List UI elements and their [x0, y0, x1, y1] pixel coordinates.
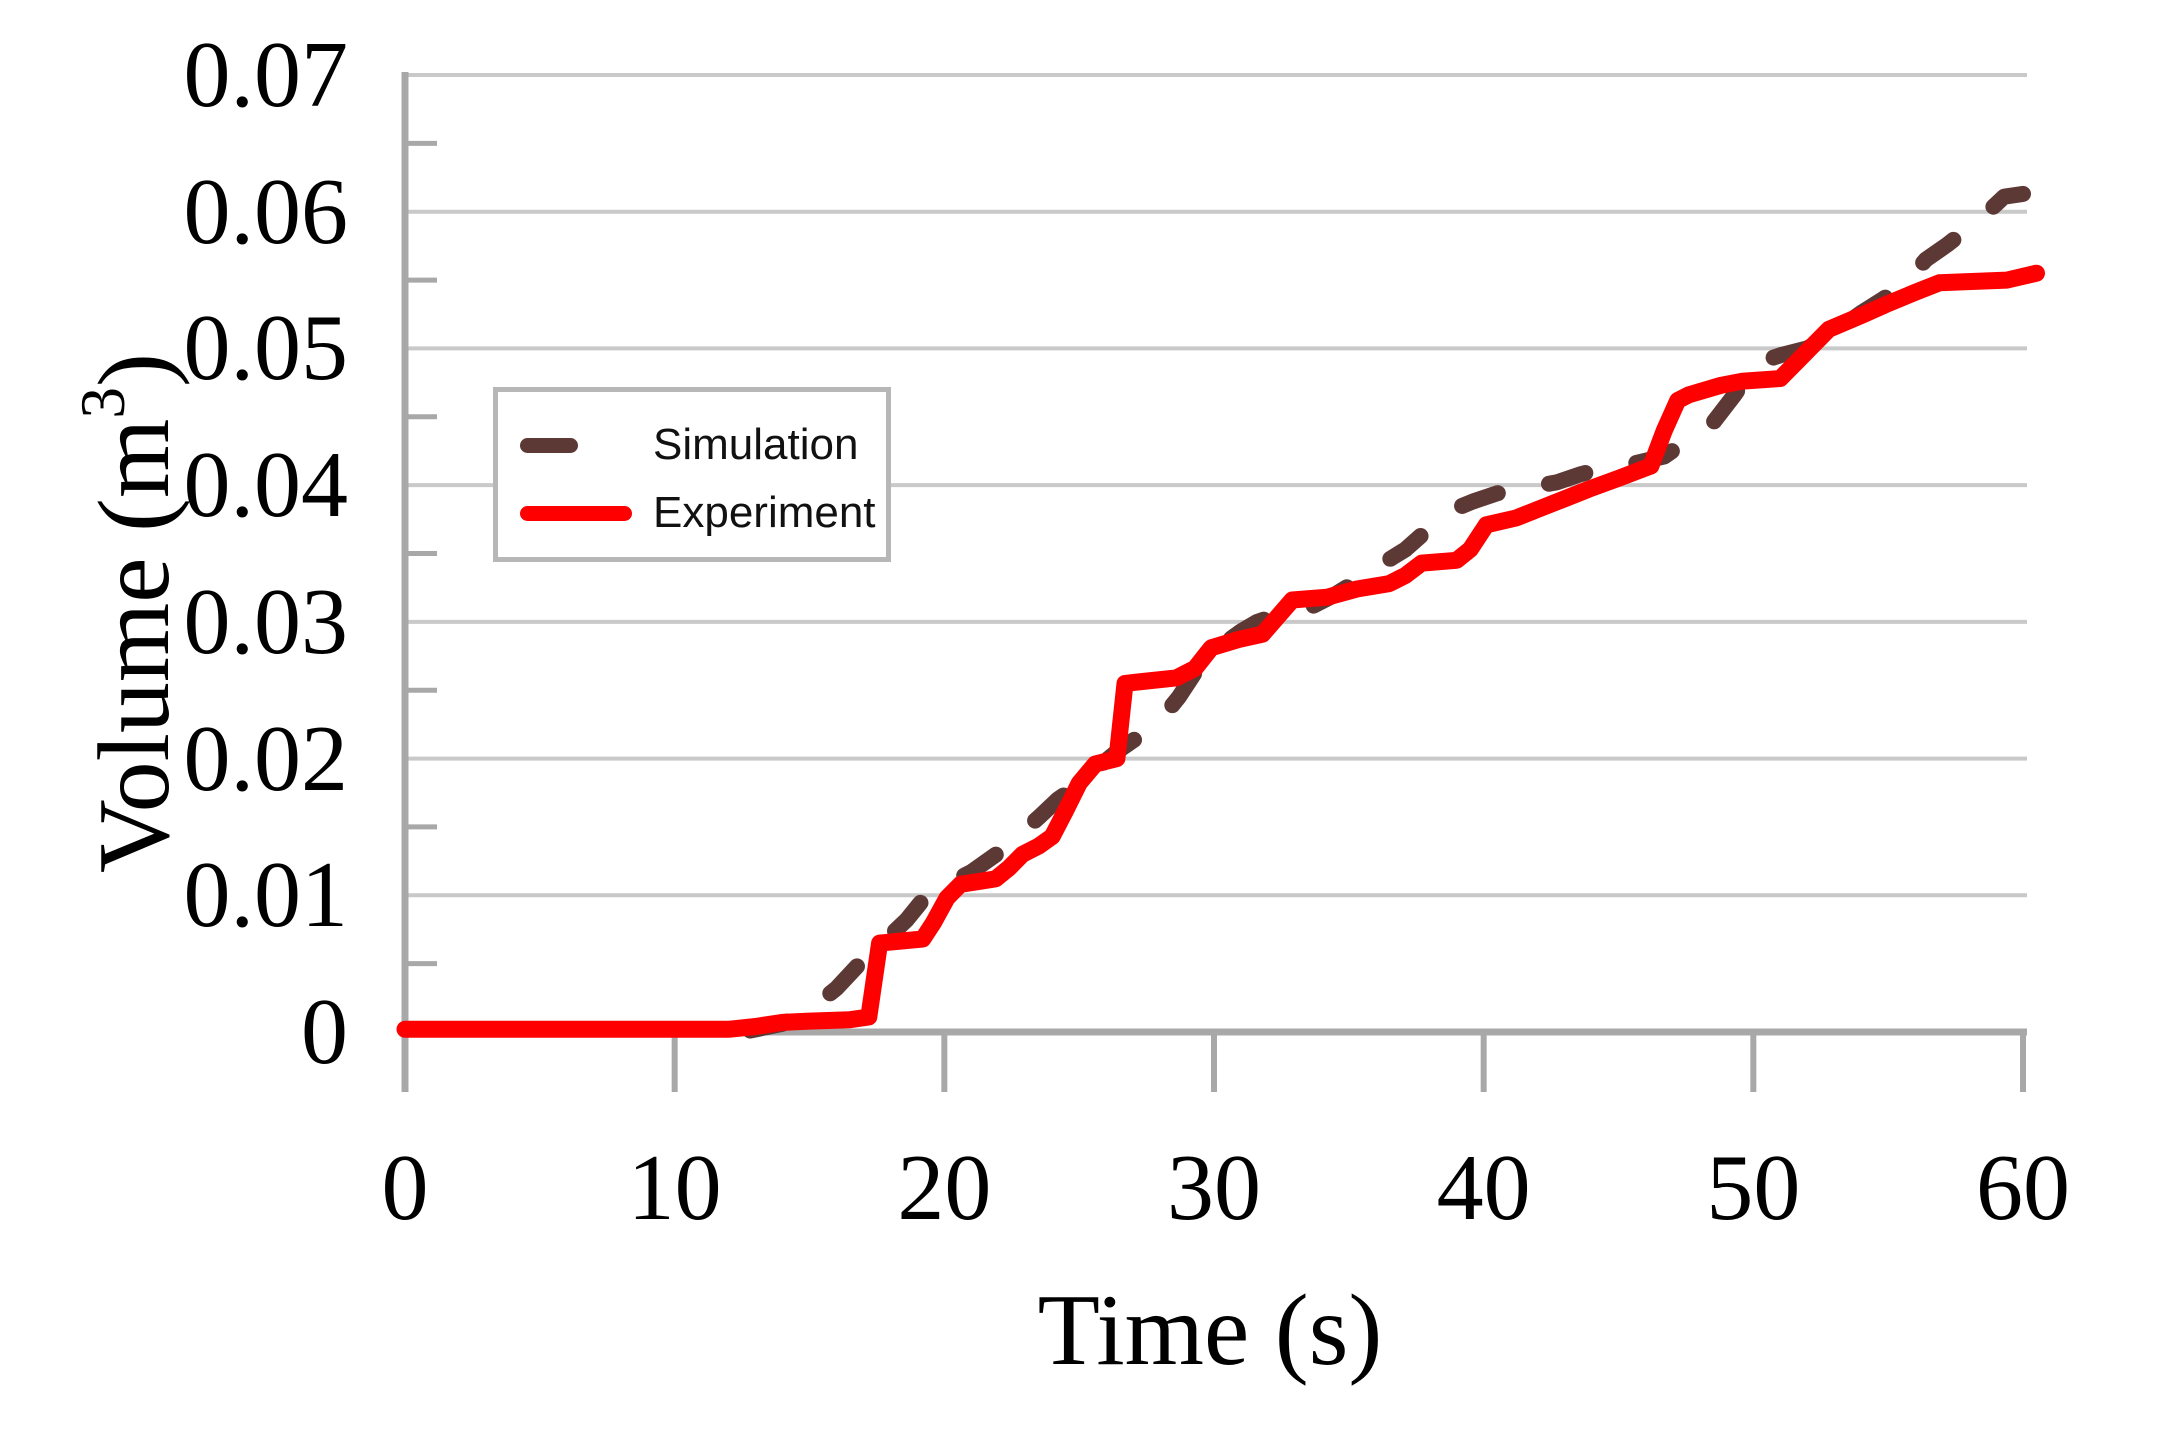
legend: Simulation Experiment — [493, 387, 891, 562]
x-tick-label-60: 60 — [1976, 1136, 2070, 1240]
y-tick-label-0.01: 0.01 — [183, 843, 349, 948]
legend-item-simulation: Simulation — [520, 420, 886, 469]
x-tick-label-50: 50 — [1706, 1136, 1801, 1240]
y-axis-title-close: ) — [78, 353, 192, 388]
x-axis-title: Time (s) — [1037, 1274, 1383, 1387]
experiment-line-swatch — [520, 505, 632, 521]
simulation-dash-swatch — [520, 437, 578, 453]
y-axis-title-superscript: 3 — [68, 387, 138, 419]
x-tick-label-30: 30 — [1167, 1136, 1261, 1240]
x-tick-label-20: 20 — [897, 1136, 992, 1240]
y-axis-title-text: Volume (m — [78, 418, 192, 873]
x-tick-label-0: 0 — [381, 1136, 429, 1240]
y-tick-label-0.03: 0.03 — [183, 569, 349, 674]
y-tick-label-0.04: 0.04 — [183, 433, 349, 538]
y-tick-label-0.02: 0.02 — [183, 706, 349, 811]
y-axis-title: Volume (m3) — [38, 63, 191, 1163]
y-tick-label-0.07: 0.07 — [183, 23, 349, 127]
experiment-line — [396, 264, 2045, 1038]
simulation-line — [742, 185, 2031, 1039]
legend-label-simulation: Simulation — [653, 420, 859, 469]
y-tick-label-0.05: 0.05 — [183, 296, 349, 401]
y-tick-label-0: 0 — [301, 980, 348, 1084]
y-tick-label-0.06: 0.06 — [183, 159, 349, 264]
x-tick-label-10: 10 — [627, 1136, 722, 1240]
legend-item-experiment: Experiment — [520, 488, 886, 537]
x-tick-label-40: 40 — [1436, 1136, 1531, 1240]
legend-label-experiment: Experiment — [653, 488, 876, 537]
